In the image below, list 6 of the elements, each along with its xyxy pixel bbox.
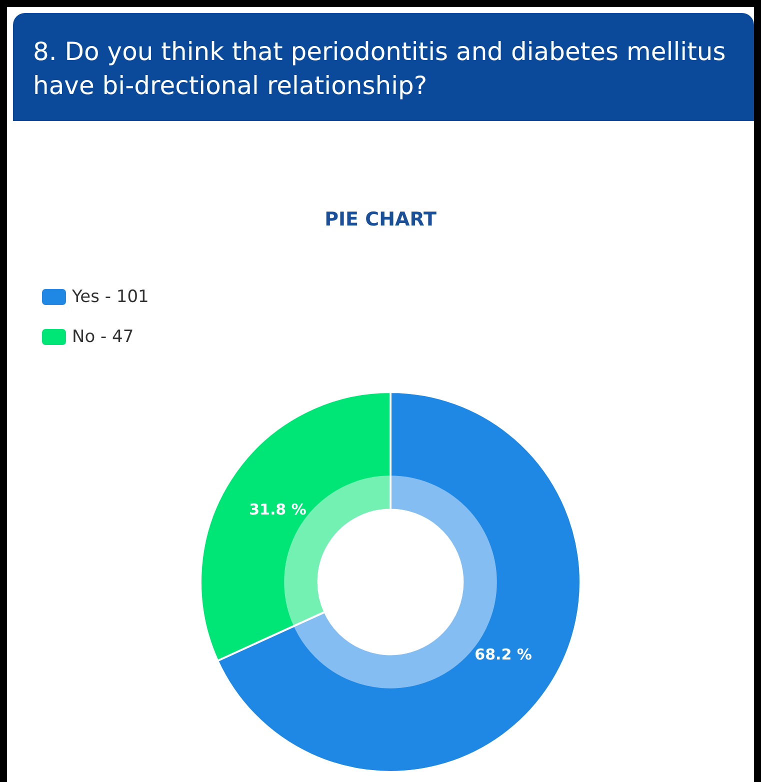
data-label: 68.2 % — [474, 646, 532, 664]
data-label: 31.8 % — [249, 500, 306, 518]
chart-subtitle: PIE CHART — [324, 208, 436, 230]
legend-label: Yes - 101 — [71, 287, 149, 307]
chart-title: 8. Do you think that periodontitis and diabetes mellitus have bi-drectional relationship? — [13, 13, 754, 121]
legend-label: No - 47 — [72, 327, 134, 347]
